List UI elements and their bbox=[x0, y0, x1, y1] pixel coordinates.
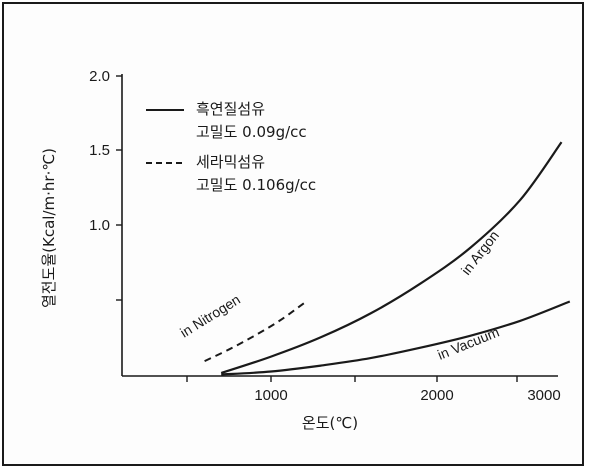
legend: 흑연질섬유 고밀도 0.09g/cc 세라믹섬유 고밀도 0.106g/cc bbox=[146, 100, 316, 194]
x-tick-label-3000: 3000 bbox=[527, 387, 560, 404]
series-line-vacuum bbox=[221, 300, 571, 376]
y-tick-label-1.5: 1.5 bbox=[89, 142, 110, 159]
legend-solid-line1: 흑연질섬유 bbox=[196, 100, 265, 118]
curve-label-vacuum: in Vacuum bbox=[435, 324, 501, 363]
x-axis-label: 온도(℃) bbox=[302, 414, 358, 432]
legend-solid-line2: 고밀도 0.09g/cc bbox=[196, 123, 307, 141]
curve-label-nitrogen: in Nitrogen bbox=[177, 291, 243, 340]
series-line-nitrogen bbox=[204, 302, 305, 363]
x-tick-label-2000: 2000 bbox=[420, 387, 453, 404]
y-axis-label: 열전도율(Kcal/m·hr·℃) bbox=[40, 148, 58, 308]
legend-dashed-line1: 세라믹섬유 bbox=[196, 153, 265, 171]
y-tick-label-2.0: 2.0 bbox=[89, 68, 110, 85]
x-tick-label-1000: 1000 bbox=[254, 387, 287, 404]
y-tick-label-1.0: 1.0 bbox=[89, 217, 110, 234]
legend-dashed-line2: 고밀도 0.106g/cc bbox=[196, 176, 316, 194]
series-line-argon bbox=[220, 141, 563, 375]
